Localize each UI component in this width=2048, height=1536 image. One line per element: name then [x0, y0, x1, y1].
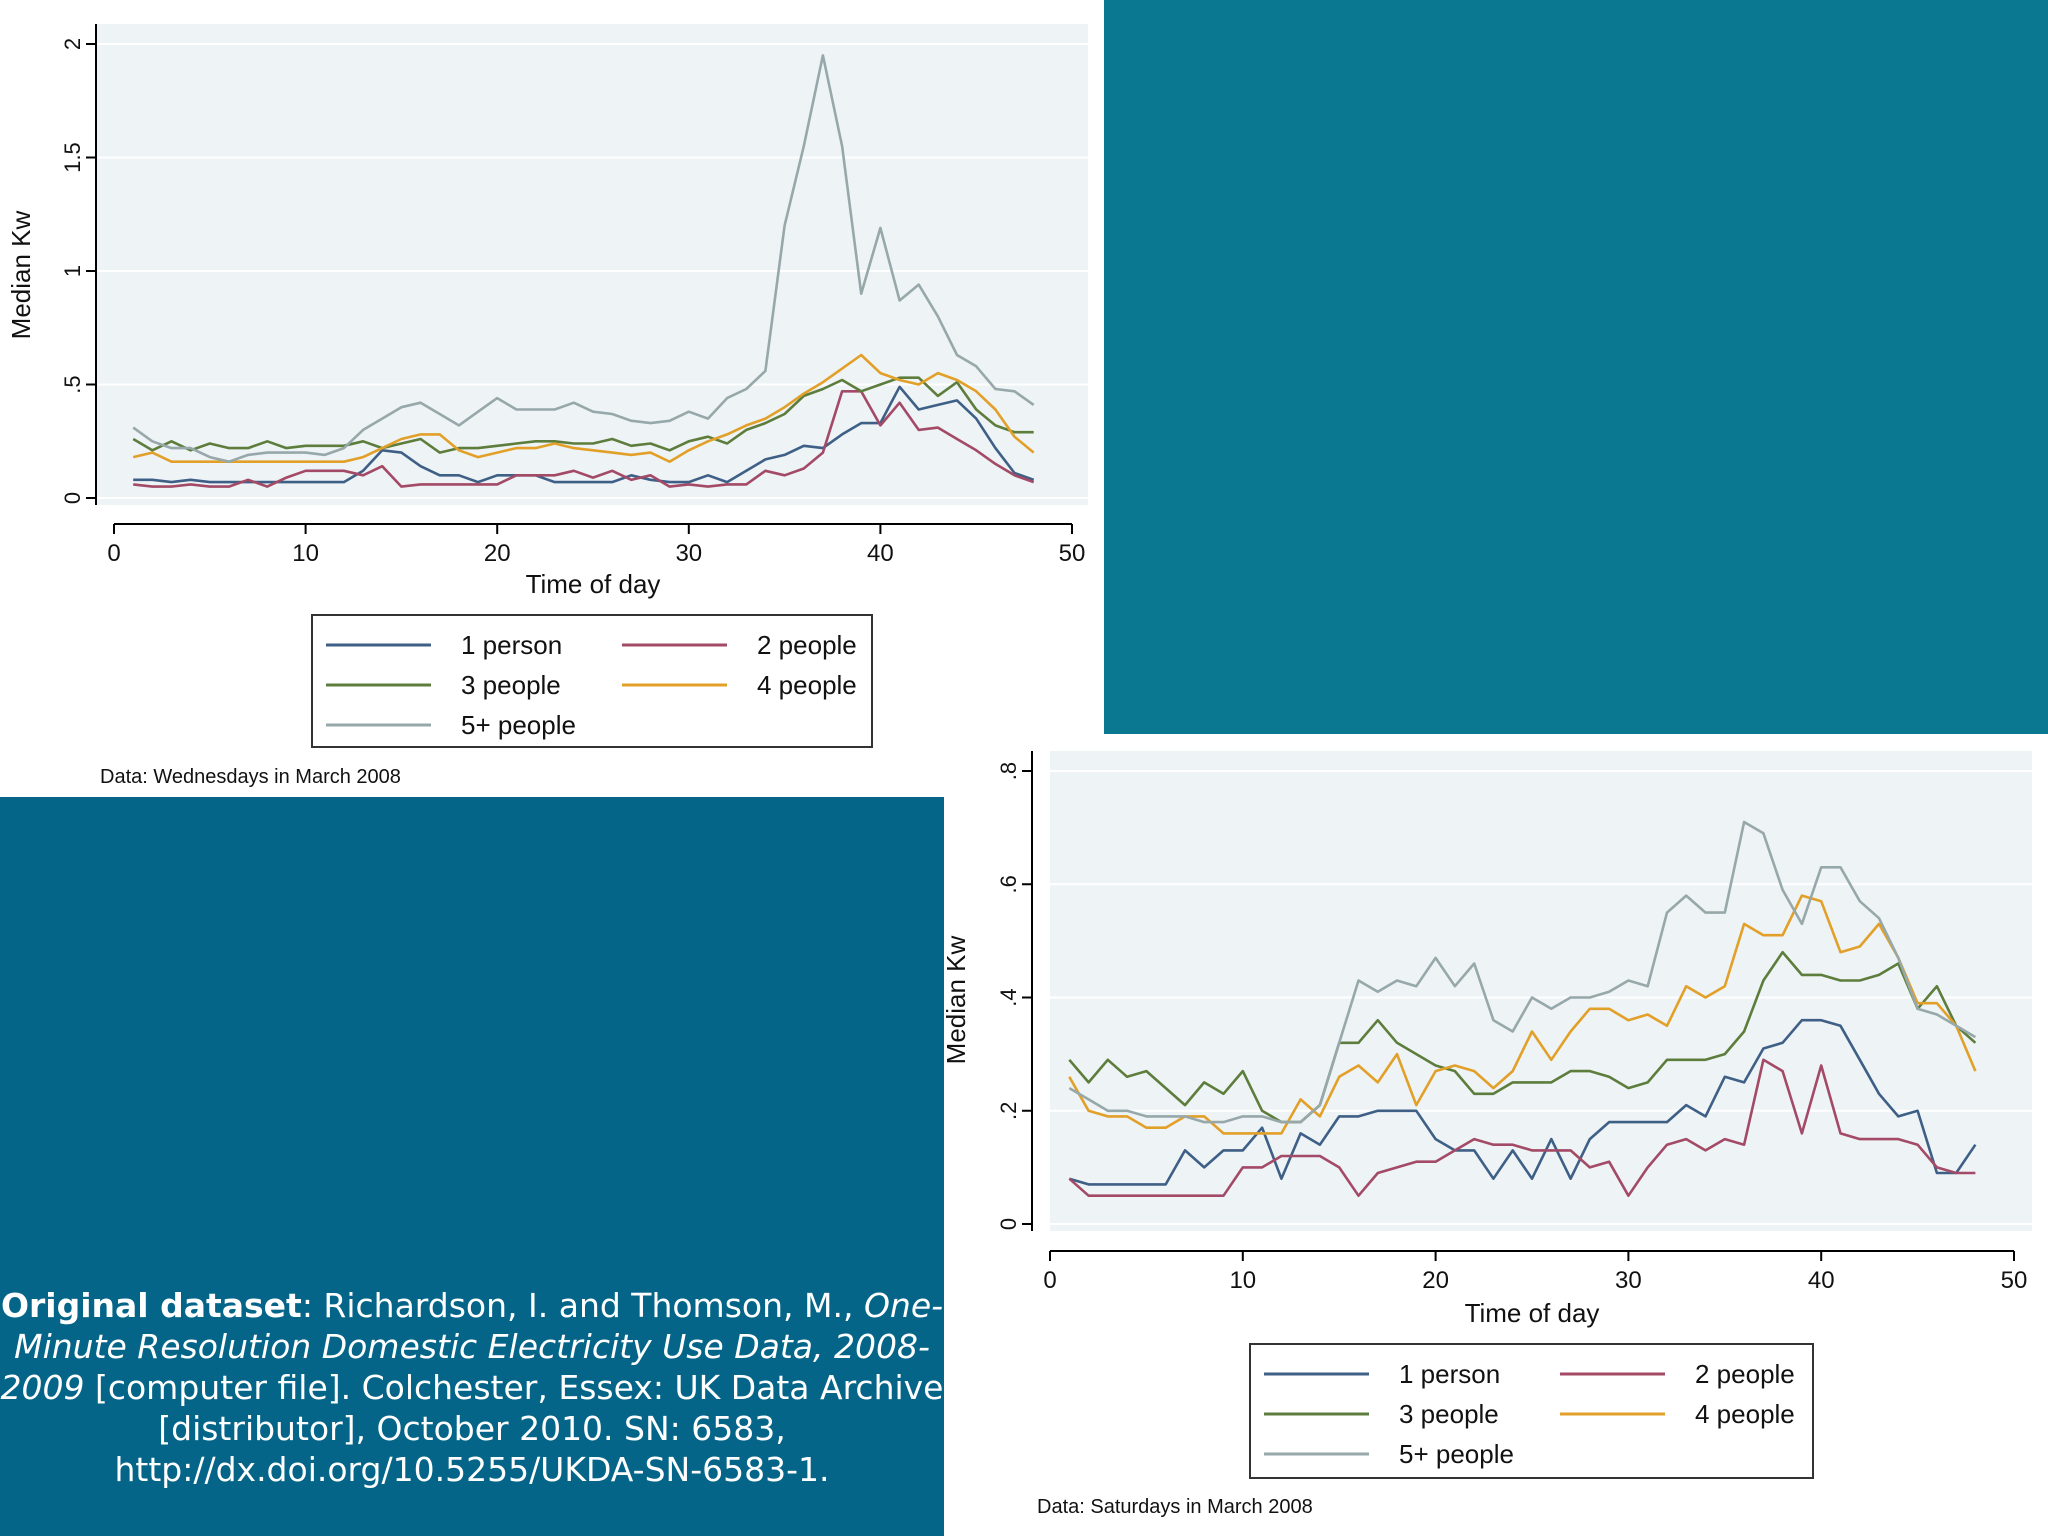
x-tick-label: 40 — [1808, 1267, 1835, 1294]
x-axis-title: Time of day — [526, 569, 661, 599]
slide-background-left — [0, 790, 944, 1536]
citation-publisher: [computer file]. Colchester, Essex: UK D… — [84, 1368, 944, 1489]
y-tick-label: 2 — [60, 38, 85, 50]
y-axis-title: Median Kw — [6, 210, 36, 339]
legend-label: 2 people — [1695, 1359, 1795, 1389]
chart-saturday: 0 .2 .4 .6 .8 0 10 20 30 40 50 Time of day Median Kw… — [944, 751, 2032, 1518]
x-tick-label: 20 — [1422, 1267, 1449, 1294]
series-line-2 — [133, 389, 1035, 488]
legend-label: 3 people — [1399, 1399, 1499, 1429]
slide-background-right — [1104, 0, 2048, 734]
x-tick-label: 10 — [292, 540, 319, 567]
dataset-citation: Original dataset: Richardson, I. and Tho… — [0, 1285, 944, 1490]
x-tick-label: 50 — [2001, 1267, 2028, 1294]
x-tick-label: 0 — [107, 540, 120, 567]
y-tick-label: 0 — [996, 1218, 1021, 1230]
legend-label: 3 people — [461, 670, 561, 700]
legend — [1249, 1343, 1814, 1479]
legend-label: 5+ people — [1399, 1439, 1514, 1469]
chart-note: Data: Saturdays in March 2008 — [1037, 1496, 1313, 1518]
x-tick-label: 0 — [1043, 1267, 1056, 1294]
series-line-3 — [132, 376, 1034, 454]
y-tick-label: 1.5 — [60, 142, 85, 173]
series-line-4 — [132, 353, 1035, 464]
x-tick-label: 10 — [1229, 1267, 1256, 1294]
x-tick-label: 30 — [675, 540, 702, 567]
x-tick-label: 40 — [867, 540, 894, 567]
legend-label: 4 people — [757, 670, 857, 700]
legend-label: 1 person — [461, 630, 562, 660]
chart-note: Data: Wednesdays in March 2008 — [100, 766, 401, 788]
citation-label: Original dataset — [0, 1286, 302, 1325]
x-tick-label: 30 — [1615, 1267, 1642, 1294]
citation-title: One-Minute Resolution Domestic Electrici… — [0, 1286, 944, 1407]
legend-label: 2 people — [757, 630, 857, 660]
chart-panel-saturday: 0 .2 .4 .6 .8 0 10 20 30 40 50 Time of day Median Kw… — [944, 734, 2048, 1536]
x-tick-label: 20 — [484, 540, 511, 567]
y-tick-label: 1 — [60, 265, 85, 277]
y-tick-label: .8 — [996, 762, 1021, 780]
y-tick-label: .5 — [60, 375, 85, 393]
legend-label: 4 people — [1695, 1399, 1795, 1429]
series-line-5 — [132, 54, 1035, 464]
y-tick-label: 0 — [60, 492, 85, 504]
series-line-2 — [1068, 1058, 1976, 1197]
x-tick-label: 50 — [1059, 540, 1086, 567]
citation-authors: : Richardson, I. and Thomson, M., — [301, 1286, 864, 1325]
y-tick-label: .4 — [996, 988, 1021, 1006]
y-tick-label: .6 — [996, 875, 1021, 893]
series-line-1 — [133, 385, 1035, 484]
series-line-1 — [1068, 1018, 1977, 1186]
chart-group: 0 .2 .4 .6 .8 0 10 20 30 40 50 Time of day Median Kw… — [944, 751, 2032, 1518]
chart-panel-wednesday: 0.5 1 1.5 2 0 10 20 30 40 50 Time of day Median Kw 1… — [0, 0, 1104, 797]
series-line-5 — [1068, 820, 1977, 1124]
series-line-3 — [1068, 950, 1977, 1124]
plot-area — [96, 24, 1088, 505]
legend-label: 1 person — [1399, 1359, 1500, 1389]
series-line-4 — [1068, 894, 1977, 1135]
y-axis-title: Median Kw — [944, 935, 971, 1064]
y-tick-label: .2 — [996, 1102, 1021, 1120]
x-axis-title: Time of day — [1465, 1298, 1600, 1328]
legend-label: 5+ people — [461, 710, 576, 740]
